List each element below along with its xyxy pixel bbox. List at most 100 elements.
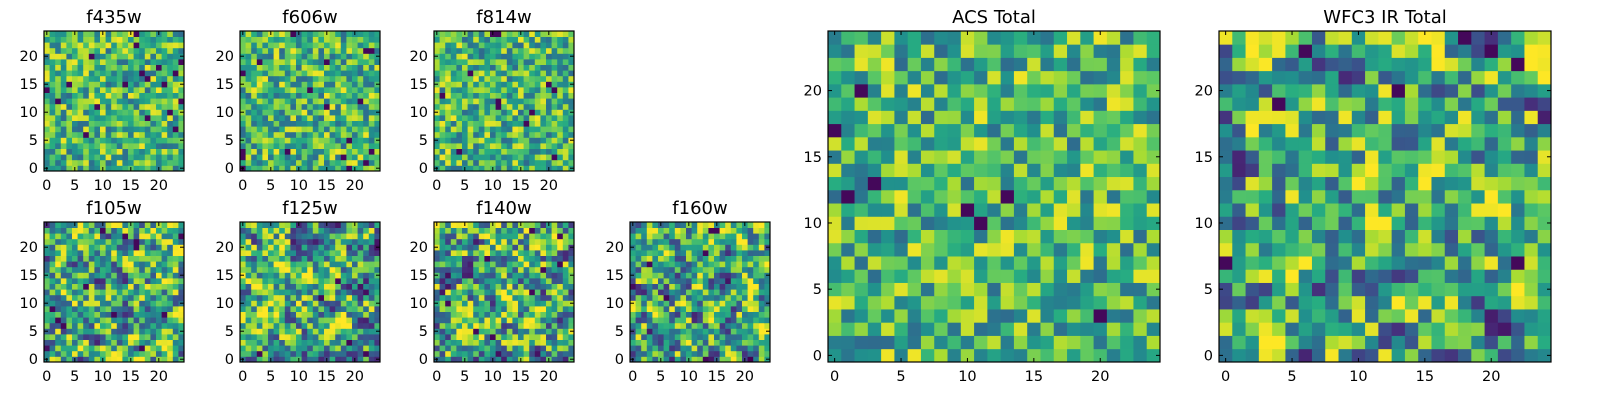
y-tick-label: 20	[606, 240, 624, 256]
heatmap-cell	[94, 283, 101, 290]
heatmap-cell	[273, 250, 280, 256]
heatmap-cell	[907, 256, 922, 270]
heatmap-cell	[307, 36, 314, 43]
heatmap-cell	[301, 42, 308, 49]
heatmap-cell	[747, 311, 754, 318]
heatmap-cell	[960, 282, 975, 297]
heatmap-cell	[450, 120, 457, 127]
heatmap-cell	[88, 339, 95, 346]
heatmap-cell	[324, 238, 330, 245]
heatmap-cell	[747, 261, 754, 268]
heatmap-cell	[947, 216, 962, 230]
heatmap-cell	[920, 203, 935, 217]
heatmap-cell	[312, 317, 319, 324]
heatmap-cell	[116, 289, 123, 296]
heatmap-cell	[60, 137, 67, 144]
heatmap-cell	[60, 70, 67, 77]
heatmap-cell	[318, 81, 325, 88]
heatmap-cell	[506, 233, 513, 240]
heatmap-cell	[512, 59, 519, 65]
heatmap-cell	[83, 311, 90, 318]
heatmap-cell	[730, 311, 737, 318]
heatmap-cell	[72, 306, 78, 312]
heatmap-cell	[467, 311, 474, 318]
heatmap-cell	[456, 222, 463, 228]
heatmap-cell	[1013, 295, 1028, 310]
heatmap-cell	[307, 222, 314, 228]
heatmap-cell	[335, 64, 342, 71]
heatmap-cell	[506, 148, 513, 155]
heatmap-cell	[268, 345, 274, 352]
heatmap-cell	[568, 64, 575, 71]
heatmap-cell	[368, 306, 375, 312]
heatmap-cell	[473, 59, 480, 65]
heatmap-cell	[262, 75, 269, 82]
heatmap-cell	[495, 334, 502, 340]
heatmap-cell	[88, 64, 95, 71]
heatmap-cell	[646, 272, 653, 279]
heatmap-cell	[947, 282, 962, 297]
heatmap-cell	[122, 266, 129, 273]
heatmap-cell	[456, 339, 463, 346]
heatmap-cell	[562, 317, 569, 324]
heatmap-cell	[663, 289, 670, 296]
heatmap-cell	[518, 227, 524, 234]
heatmap-cell	[758, 278, 765, 284]
heatmap-cell	[60, 356, 67, 363]
heatmap-cell	[484, 272, 491, 279]
heatmap-cell	[854, 282, 869, 297]
heatmap-cell	[867, 282, 882, 297]
heatmap-cell	[357, 59, 364, 65]
heatmap-cell	[484, 53, 491, 60]
heatmap-cell	[663, 356, 670, 363]
heatmap-cell	[987, 163, 1002, 178]
heatmap-cell	[562, 64, 569, 71]
heatmap-cell	[445, 261, 452, 268]
heatmap-cell	[450, 322, 457, 329]
heatmap-cell	[262, 31, 269, 37]
heatmap-cell	[478, 159, 485, 166]
heatmap-cell	[55, 222, 62, 228]
heatmap-cell	[663, 311, 670, 318]
heatmap-cell	[128, 272, 134, 279]
heatmap-cell	[523, 250, 530, 256]
heatmap-cell	[439, 233, 446, 240]
heatmap-cell	[473, 345, 480, 352]
heatmap-cell	[523, 233, 530, 240]
heatmap-cell	[529, 222, 536, 228]
heatmap-cell	[501, 272, 508, 279]
heatmap-cell	[72, 289, 78, 296]
heatmap-cell	[987, 322, 1002, 336]
heatmap-cell	[133, 131, 140, 138]
heatmap-cell	[686, 328, 692, 335]
heatmap-cell	[262, 143, 269, 149]
heatmap-cell	[1013, 150, 1028, 164]
heatmap-cell	[49, 159, 56, 166]
heatmap-cell	[273, 244, 280, 251]
heatmap-cell	[490, 154, 496, 161]
heatmap-cell	[55, 53, 62, 60]
heatmap-cell	[66, 350, 73, 357]
heatmap-cell	[72, 103, 78, 110]
heatmap-cell	[245, 255, 252, 262]
heatmap-cell	[335, 255, 342, 262]
heatmap-cell	[478, 300, 485, 307]
heatmap-cell	[290, 278, 297, 284]
heatmap-cell	[290, 283, 297, 290]
heatmap-cell	[764, 238, 771, 245]
heatmap-cell	[529, 356, 536, 363]
y-tick-label: 5	[29, 324, 38, 340]
heatmap-cell	[730, 222, 737, 228]
heatmap-cell	[340, 356, 347, 363]
heatmap-cell	[150, 36, 157, 43]
heatmap-cell	[363, 350, 370, 357]
heatmap-cell	[518, 87, 524, 93]
heatmap-cell	[450, 165, 457, 172]
heatmap-cell	[251, 233, 258, 240]
heatmap-cell	[324, 311, 330, 318]
heatmap-cell	[273, 47, 280, 54]
heatmap-cell	[251, 238, 258, 245]
heatmap-cell	[312, 289, 319, 296]
heatmap-cell	[1146, 163, 1161, 178]
heatmap-cell	[434, 261, 440, 268]
